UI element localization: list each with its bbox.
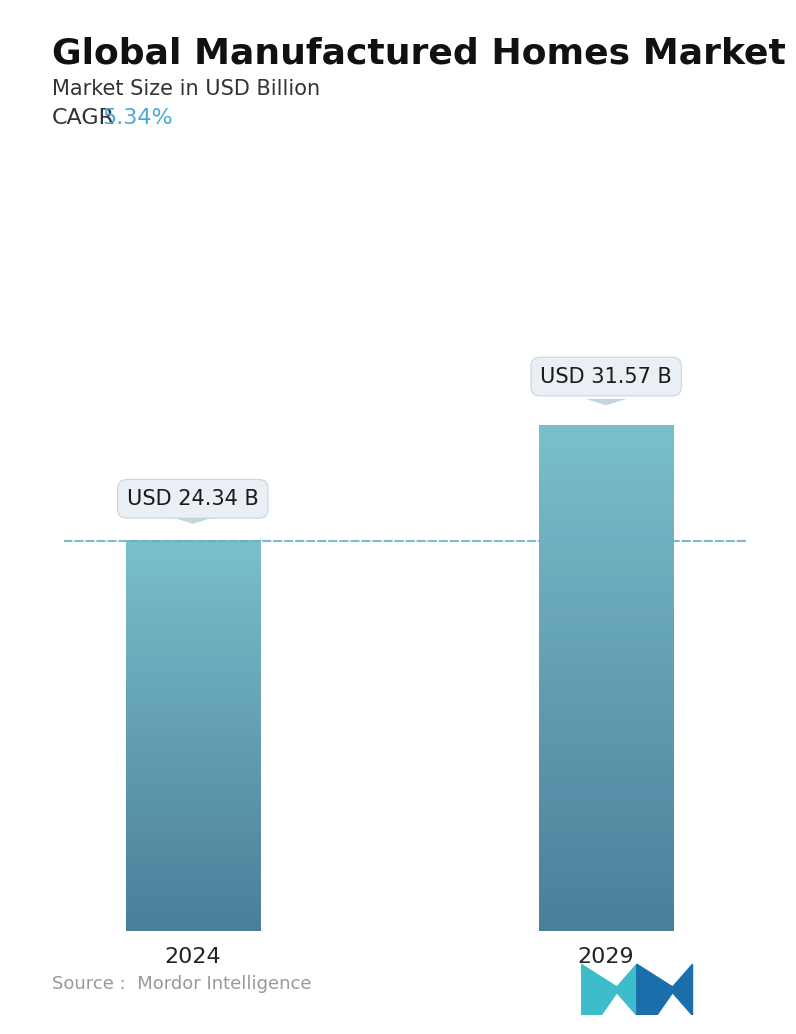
Text: USD 31.57 B: USD 31.57 B <box>540 366 672 387</box>
Polygon shape <box>172 517 213 524</box>
Text: Market Size in USD Billion: Market Size in USD Billion <box>52 79 320 98</box>
Text: USD 24.34 B: USD 24.34 B <box>127 489 259 509</box>
Polygon shape <box>581 964 637 1015</box>
Polygon shape <box>586 399 626 405</box>
Text: 5.34%: 5.34% <box>102 108 173 127</box>
Polygon shape <box>637 964 693 1015</box>
Text: Global Manufactured Homes Market: Global Manufactured Homes Market <box>52 36 786 70</box>
Text: CAGR: CAGR <box>52 108 115 127</box>
Text: Source :  Mordor Intelligence: Source : Mordor Intelligence <box>52 975 311 993</box>
